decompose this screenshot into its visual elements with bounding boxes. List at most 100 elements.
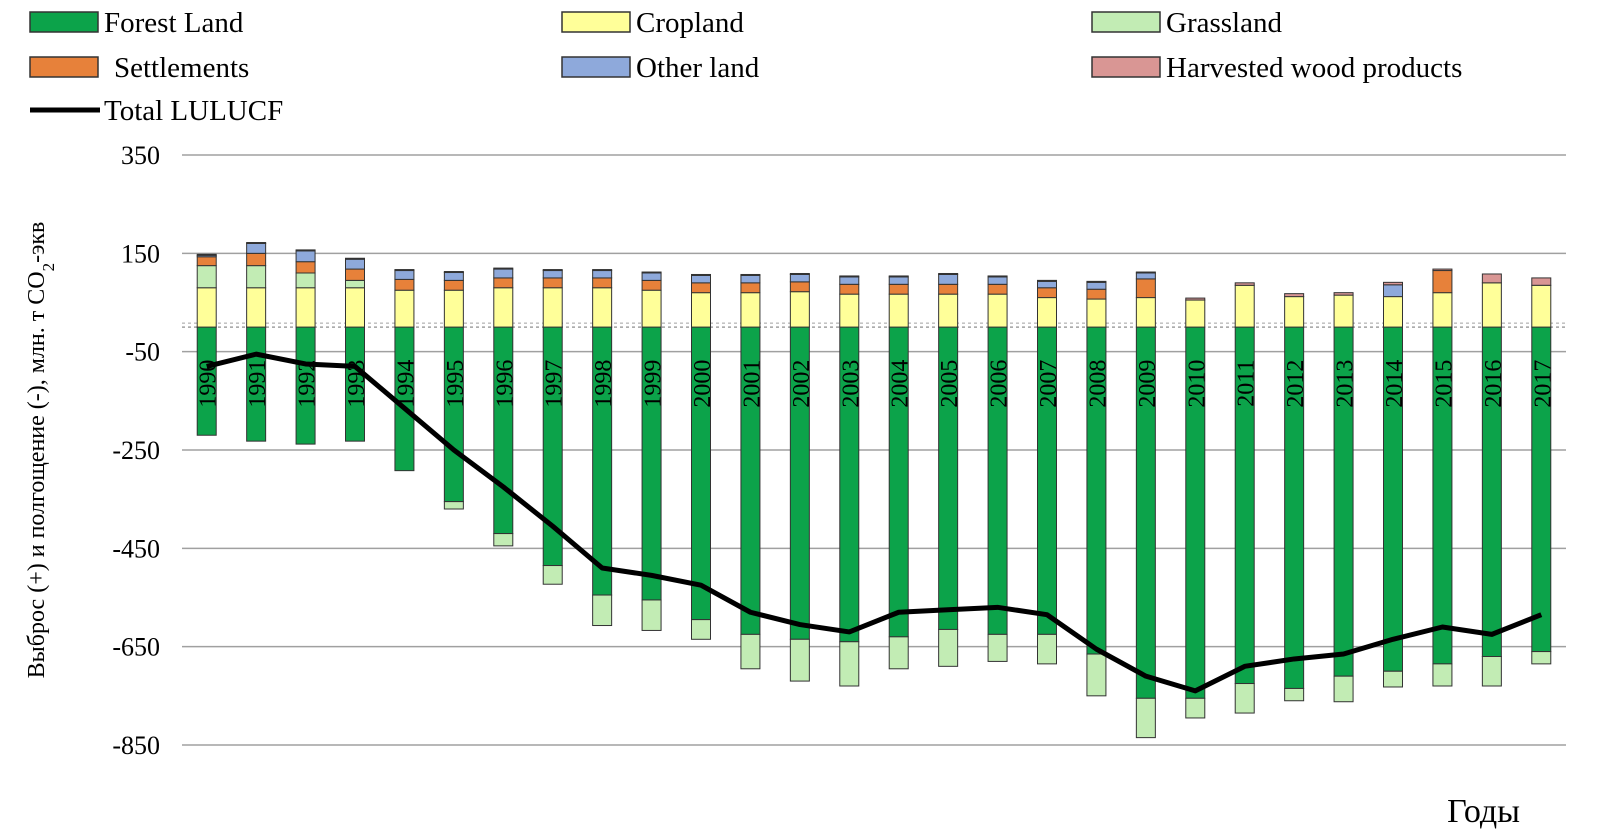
x-tick-label: 1991	[245, 360, 271, 408]
bar-harvested-wood-products-2004	[888, 275, 909, 278]
bar-other-land-2004	[888, 276, 909, 285]
bar-other-land-1998	[592, 270, 613, 279]
bar-grassland-2014	[1383, 670, 1403, 688]
x-tick-label: 2002	[789, 360, 815, 408]
bar-grassland-2016	[1481, 656, 1502, 687]
legend-item-harvested-wood-products: Harvested wood products	[1091, 52, 1462, 84]
bar-settlements-1990	[196, 256, 217, 267]
x-axis-title: Годы	[1447, 793, 1520, 830]
bar-other-land-1992	[295, 250, 316, 263]
bar-settlements-1991	[246, 252, 267, 267]
bar-harvested-wood-products-2016	[1481, 273, 1502, 284]
bar-cropland-1996	[493, 287, 514, 328]
bar-harvested-wood-products-1990	[196, 253, 217, 256]
bar-cropland-2017	[1531, 284, 1552, 328]
bar-other-land-2014	[1383, 284, 1403, 298]
legend-swatch	[561, 56, 631, 78]
x-tick-label: 2003	[838, 360, 864, 408]
bar-harvested-wood-products-1992	[295, 249, 316, 252]
legend-item-cropland: Cropland	[561, 7, 744, 39]
bar-cropland-2008	[1086, 298, 1107, 328]
bar-settlements-1997	[542, 277, 563, 289]
y-axis-ticks: 350 150 -50 -250 -450 -650 -850	[112, 141, 160, 760]
bar-settlements-1998	[592, 277, 613, 289]
x-tick-label: 1995	[443, 360, 469, 408]
bar-cropland-1998	[592, 287, 613, 328]
bar-harvested-wood-products-1994	[394, 269, 415, 272]
x-tick-label: 2015	[1431, 360, 1457, 408]
bar-other-land-2005	[938, 273, 959, 285]
bar-cropland-2014	[1383, 296, 1403, 328]
x-tick-label: 2000	[690, 360, 716, 408]
bar-settlements-2003	[839, 283, 860, 295]
x-tick-label: 1992	[295, 360, 321, 408]
y-tick-label: -650	[112, 633, 160, 662]
bar-cropland-1999	[641, 289, 662, 328]
bar-cropland-2013	[1333, 294, 1354, 328]
bar-grassland-2011	[1234, 683, 1255, 714]
bar-harvested-wood-products-1999	[641, 271, 662, 274]
bar-other-land-1999	[641, 272, 662, 281]
legend-item-grassland: Grassland	[1091, 7, 1282, 39]
bar-other-land-1996	[493, 268, 514, 279]
legend-label: Other land	[636, 52, 760, 84]
bar-harvested-wood-products-2017	[1531, 277, 1552, 286]
bar-other-land-2009	[1135, 272, 1156, 280]
bar-settlements-1996	[493, 277, 514, 289]
legend-label: Forest Land	[104, 7, 244, 39]
x-axis-year-labels: 1990 1991 1992 1993 1994 1995 1996 1997 1998 1999…	[196, 360, 1557, 408]
bar-settlements-1999	[641, 279, 662, 291]
bar-forest-land-1996	[493, 326, 514, 535]
y-tick-label: -450	[112, 534, 160, 563]
bar-grassland-2010	[1185, 697, 1206, 719]
bar-harvested-wood-products-1997	[542, 269, 563, 272]
x-tick-label: 2007	[1036, 360, 1062, 408]
bar-cropland-2001	[740, 292, 761, 328]
bar-grassland-1997	[542, 565, 563, 585]
y-axis-label: Выброс (+) и полгощение (-), млн. т CO2-…	[24, 222, 58, 679]
y-tick-label: 350	[121, 141, 160, 170]
bar-grassland-2015	[1432, 663, 1453, 687]
bar-cropland-1991	[246, 287, 267, 328]
bar-grassland-1999	[641, 599, 662, 631]
bar-grassland-2008	[1086, 653, 1107, 697]
bar-harvested-wood-products-2002	[789, 272, 810, 275]
bar-harvested-wood-products-2005	[938, 272, 959, 275]
bar-settlements-2001	[740, 282, 761, 294]
bar-harvested-wood-products-1991	[246, 242, 267, 244]
bar-cropland-1997	[542, 287, 563, 328]
x-tick-label: 2012	[1283, 360, 1309, 408]
bar-other-land-1991	[246, 243, 267, 254]
bar-grassland-2007	[1037, 633, 1057, 665]
bar-settlements-1993	[345, 268, 365, 281]
bar-harvested-wood-products-2011	[1234, 282, 1255, 286]
x-tick-label: 2017	[1530, 360, 1556, 408]
bar-settlements-2000	[691, 282, 711, 294]
y-tick-label: -250	[112, 436, 160, 465]
bar-settlements-2005	[938, 283, 959, 295]
bar-grassland-1998	[592, 594, 613, 627]
legend-label: Grassland	[1166, 7, 1282, 39]
line-total-lulucf	[206, 351, 1543, 694]
bar-harvested-wood-products-1998	[592, 269, 613, 272]
x-tick-label: 2010	[1184, 360, 1210, 408]
bar-settlements-2015	[1432, 270, 1453, 294]
legend-item-settlements: Settlements	[29, 52, 249, 84]
bar-grassland-1996	[493, 533, 514, 547]
bar-harvested-wood-products-1995	[443, 271, 464, 274]
bar-cropland-2005	[938, 293, 959, 328]
bar-settlements-2004	[888, 283, 909, 295]
bar-settlements-2007	[1037, 287, 1057, 299]
bar-grassland-2002	[789, 638, 810, 682]
x-tick-label: 2016	[1481, 360, 1507, 408]
legend: Forest Land Cropland Grassland Settlements O…	[29, 7, 1462, 127]
bar-cropland-2006	[987, 293, 1008, 328]
bar-grassland-2012	[1284, 687, 1305, 702]
bar-harvested-wood-products-2010	[1185, 297, 1206, 301]
y-axis-title: Выброс (+) и полгощение (-), млн. т CO2-…	[24, 222, 58, 679]
bar-cropland-1990	[196, 287, 217, 328]
legend-item-other-land: Other land	[561, 52, 760, 84]
bar-other-land-1995	[443, 272, 464, 281]
bar-grassland-2005	[938, 628, 959, 667]
